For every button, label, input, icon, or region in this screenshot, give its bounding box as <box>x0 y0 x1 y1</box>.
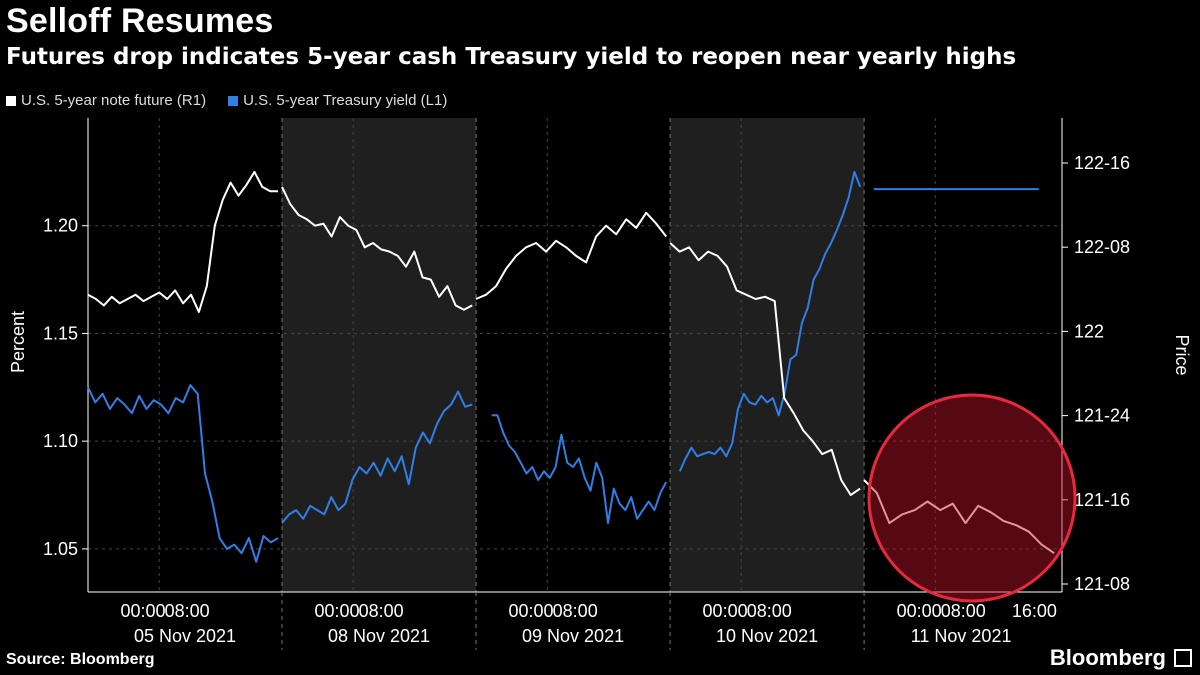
series-line <box>87 384 279 563</box>
right-axis-tick-label: 122-08 <box>1074 237 1130 257</box>
series-line <box>669 242 861 496</box>
highlight-circle <box>867 393 1077 603</box>
x-axis-day-label: 11 Nov 2021 <box>911 626 1012 646</box>
legend: U.S. 5-year note future (R1) U.S. 5-year… <box>6 92 447 109</box>
left-axis-tick-label: 1.20 <box>43 216 78 236</box>
x-axis-tick-label: 00:00 <box>703 601 748 621</box>
left-axis-title: Percent <box>8 311 28 373</box>
x-axis-tick-label: 08:00 <box>747 601 792 621</box>
x-axis-tick-label: 08:00 <box>359 601 404 621</box>
x-axis-tick-label: 00:00 <box>509 601 554 621</box>
legend-label: U.S. 5-year Treasury yield (L1) <box>243 92 448 109</box>
chart-title: Selloff Resumes <box>6 2 274 40</box>
right-axis-tick-label: 121-08 <box>1074 574 1130 594</box>
legend-label: U.S. 5-year note future (R1) <box>21 92 207 109</box>
x-axis-tick-label: 08:00 <box>165 601 210 621</box>
legend-item-treasury-yield: U.S. 5-year Treasury yield (L1) <box>228 92 447 109</box>
series-line <box>475 211 667 300</box>
x-axis-day-label: 10 Nov 2021 <box>716 626 818 646</box>
right-axis-tick-label: 122-16 <box>1074 153 1130 173</box>
chart-subtitle: Futures drop indicates 5-year cash Treas… <box>6 44 1017 70</box>
right-axis-tick-label: 122 <box>1074 321 1104 341</box>
series-line <box>491 414 668 525</box>
legend-item-note-future: U.S. 5-year note future (R1) <box>6 92 206 109</box>
shaded-day-band <box>670 118 865 592</box>
x-axis-tick-label: 00:00 <box>120 601 165 621</box>
x-axis-tick-label: 16:00 <box>1012 601 1057 621</box>
right-axis-title: Price <box>1172 334 1192 375</box>
series-line <box>281 390 473 524</box>
shaded-day-band <box>282 118 477 592</box>
x-axis-tick-label: 08:00 <box>553 601 598 621</box>
left-axis-tick-label: 1.05 <box>43 539 78 559</box>
left-axis-tick-label: 1.15 <box>43 323 78 343</box>
right-axis-tick-label: 121-24 <box>1074 406 1130 426</box>
x-axis-tick-label: 00:00 <box>897 601 942 621</box>
legend-swatch-white <box>6 95 16 106</box>
series-line <box>863 479 1055 555</box>
left-axis-tick-label: 1.10 <box>43 431 78 451</box>
right-axis-tick-label: 121-16 <box>1074 490 1130 510</box>
x-axis-day-label: 05 Nov 2021 <box>134 626 236 646</box>
source-note: Source: Bloomberg <box>6 651 155 668</box>
series-line <box>87 170 279 313</box>
x-axis-tick-label: 00:00 <box>315 601 360 621</box>
brand-logo: Bloomberg <box>1049 645 1166 670</box>
x-axis-day-label: 09 Nov 2021 <box>522 626 624 646</box>
legend-swatch-blue <box>228 95 239 106</box>
x-axis-day-label: 08 Nov 2021 <box>328 626 430 646</box>
x-axis-tick-label: 08:00 <box>941 601 986 621</box>
brand-square-icon <box>1174 649 1192 667</box>
series-line <box>678 170 862 472</box>
series-line <box>281 186 473 311</box>
